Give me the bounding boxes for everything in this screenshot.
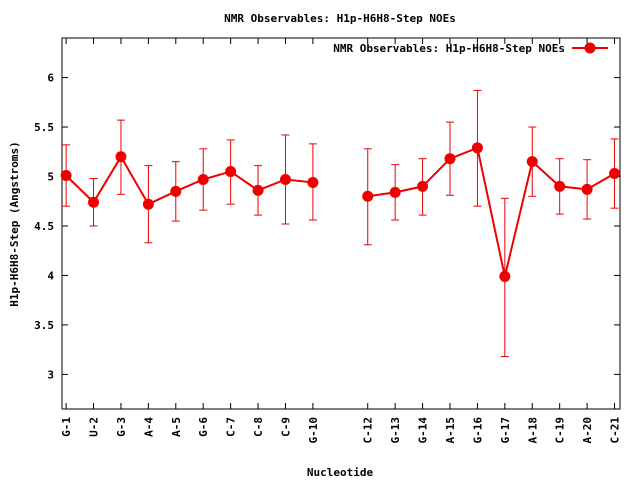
data-point [554, 180, 566, 192]
legend-marker [584, 42, 596, 54]
y-tick-label: 3.5 [34, 319, 54, 332]
data-point [499, 270, 511, 282]
x-tick-label: G-6 [197, 417, 210, 437]
data-point [471, 142, 483, 154]
data-point [362, 190, 374, 202]
x-tick-label: G-14 [417, 417, 430, 444]
x-tick-label: A-5 [170, 417, 183, 437]
x-tick-label: G-16 [471, 417, 484, 444]
data-point [60, 170, 72, 182]
data-point [197, 173, 209, 185]
x-tick-label: C-8 [252, 417, 265, 437]
y-tick-label: 5.5 [34, 121, 54, 134]
y-tick-label: 5 [47, 171, 54, 184]
series-lines [65, 146, 616, 277]
x-tick-label: A-20 [581, 417, 594, 444]
data-point [417, 180, 429, 192]
x-axis-label: Nucleotide [307, 466, 374, 479]
x-tick-label: G-13 [389, 417, 402, 444]
data-point [252, 184, 264, 196]
data-point [389, 186, 401, 198]
x-tick-label: G-10 [307, 417, 320, 444]
data-point [609, 168, 621, 180]
x-tick-label: G-1 [60, 417, 73, 437]
x-tick-label: A-15 [444, 417, 457, 444]
data-point [526, 156, 538, 168]
x-tick-label: U-2 [88, 417, 101, 437]
x-tick-label: G-17 [499, 417, 512, 444]
data-point [279, 173, 291, 185]
y-tick-label: 4.5 [34, 220, 54, 233]
y-tick-label: 4 [47, 269, 54, 282]
data-point [88, 196, 100, 208]
series-line [65, 154, 314, 206]
legend-label: NMR Observables: H1p-H6H8-Step NOEs [333, 42, 565, 55]
data-point [225, 166, 237, 178]
x-tick-label: C-21 [609, 417, 622, 444]
data-point [444, 153, 456, 165]
plot-frame [61, 37, 621, 410]
x-tick-label: C-9 [279, 417, 292, 437]
x-axis: G-1 U-2 G-3 A-4 A-5 G-6 C-7 C-8 C-9 G-10 C-12 G-13 G… [60, 38, 622, 444]
y-axis-label: H1p-H6H8-Step (Angstroms) [8, 141, 21, 307]
chart-title: NMR Observables: H1p-H6H8-Step NOEs [224, 12, 456, 25]
data-point [581, 183, 593, 195]
y-tick-label: 3 [47, 368, 54, 381]
x-tick-label: A-18 [526, 417, 539, 444]
error-bars [62, 89, 619, 358]
data-point [307, 176, 319, 188]
data-point [142, 198, 154, 210]
legend: NMR Observables: H1p-H6H8-Step NOEs [333, 42, 608, 55]
data-point [170, 185, 182, 197]
y-axis: 3 3.5 4 4.5 5 5.5 6 [34, 72, 620, 381]
data-point [115, 151, 127, 163]
x-tick-label: C-19 [554, 417, 567, 444]
x-tick-label: G-3 [115, 417, 128, 437]
x-tick-label: A-4 [142, 417, 155, 437]
series-points [60, 142, 621, 282]
x-tick-label: C-12 [362, 417, 375, 444]
x-tick-label: C-7 [225, 417, 238, 437]
y-tick-label: 6 [47, 72, 54, 85]
series-line [367, 146, 616, 277]
